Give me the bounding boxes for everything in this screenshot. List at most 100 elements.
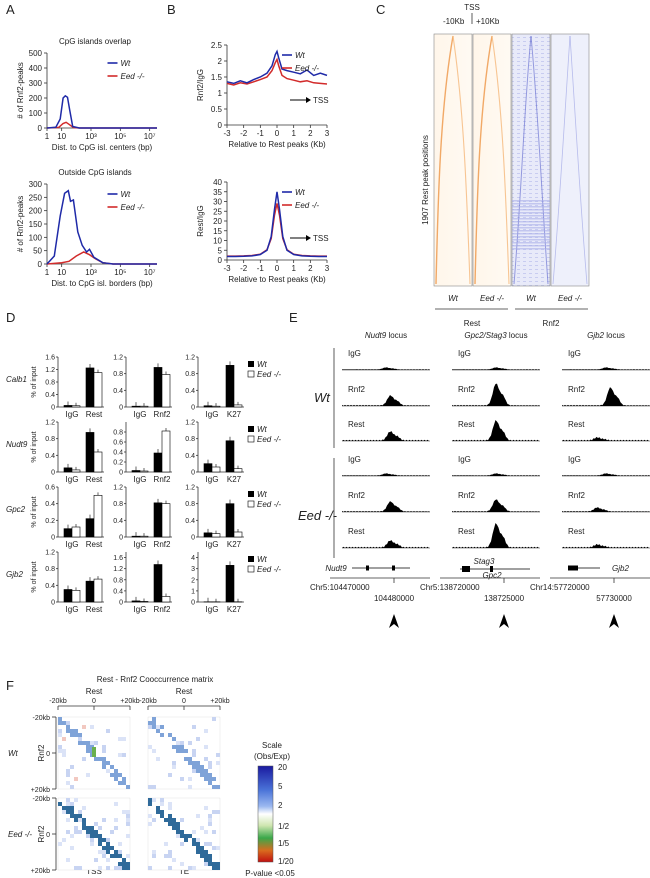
panel-f-cell xyxy=(152,798,156,802)
panel-e-track-label: Rnf2 xyxy=(348,491,365,500)
panel-e-track-signal xyxy=(452,473,540,476)
panel-f-cell xyxy=(118,753,122,757)
panel-f-cell xyxy=(208,781,212,785)
panel-e-locus-1: Gpc2/Stag3 locus xyxy=(464,331,527,340)
panel-f-cell xyxy=(148,745,152,749)
panel-f-cell xyxy=(204,806,208,810)
panel-f-cell xyxy=(86,749,90,753)
panel-c-ylabel: 1907 Rest peak positions xyxy=(421,135,430,225)
panel-a-bottom-ytick-label: 0 xyxy=(38,260,43,269)
panel-e-gene-stag3-exon xyxy=(462,566,470,572)
panel-f-cell xyxy=(192,749,196,753)
panel-b-top-ylabel: Rnf2/IgG xyxy=(196,69,205,101)
panel-f-cell xyxy=(86,773,90,777)
panel-a-bottom-xlabel: Dist. to CpG isl. borders (bp) xyxy=(51,279,153,288)
panel-f-cell xyxy=(114,826,118,830)
panel-b-bottom-ytick-label: 30 xyxy=(213,198,222,207)
panel-f-cell xyxy=(74,814,78,818)
panel-f-cell xyxy=(172,737,176,741)
panel-e-track-label: Rest xyxy=(568,527,585,536)
panel-f-cell xyxy=(192,866,196,870)
panel-b-top-xlabel: Relative to Rest peaks (Kb) xyxy=(228,140,326,149)
panel-f-cell xyxy=(196,761,200,765)
panel-f-cell xyxy=(188,741,192,745)
panel-f-cell xyxy=(78,866,82,870)
panel-d-ytick-label: 0.8 xyxy=(113,371,123,378)
panel-f-cell xyxy=(58,721,62,725)
panel-f-cell xyxy=(168,866,172,870)
panel-f-cell xyxy=(70,834,74,838)
panel-f-cell xyxy=(74,798,78,802)
panel-a-top-xtick-label: 10³ xyxy=(85,132,97,141)
panel-e-group-eed: Eed -/- xyxy=(298,508,338,523)
panel-d-ytick-label: 4 xyxy=(191,555,195,562)
panel-f-cell xyxy=(102,838,106,842)
panel-f-cell xyxy=(66,769,70,773)
panel-f-cell xyxy=(216,846,220,850)
panel-f-cell xyxy=(200,846,204,850)
panel-e-track-signal xyxy=(342,501,430,512)
panel-d-ytick-label: 3 xyxy=(191,566,195,573)
panel-e-track-signal xyxy=(452,499,540,512)
panel-d-bar-eed xyxy=(161,374,171,408)
panel-b-bottom-ytick-label: 35 xyxy=(213,188,222,197)
panel-f-cell xyxy=(122,862,126,866)
panel-d-cat-label: IgG xyxy=(206,605,219,614)
panel-a-top-legend-eed: Eed -/- xyxy=(121,72,145,81)
panel-d-bar-wt xyxy=(131,535,141,538)
panel-f-cell xyxy=(180,745,184,749)
panel-d-bar-wt xyxy=(131,405,141,408)
heatmap-rnf2-band xyxy=(512,209,550,211)
panel-f-cell xyxy=(192,769,196,773)
panel-f-cell xyxy=(122,737,126,741)
panel-a-bottom-xtick-label: 10⁷ xyxy=(144,268,156,277)
panel-d-ytick-label: 1.2 xyxy=(185,420,195,427)
panel-f-cell xyxy=(118,854,122,858)
panel-f-cell xyxy=(212,830,216,834)
panel-f-cell xyxy=(106,769,110,773)
panel-b-bottom-xtick-label: 2 xyxy=(308,264,313,273)
panel-e-gene-gjb2: Gjb2 xyxy=(612,564,629,573)
panel-f-cell xyxy=(82,741,86,745)
panel-e-locus-name: Nudt9 xyxy=(365,331,387,340)
panel-b-bottom-eed-line xyxy=(227,203,327,257)
panel-d-cat-label: K27 xyxy=(227,410,242,419)
panel-f-cell xyxy=(62,806,66,810)
panel-f-cell xyxy=(102,818,106,822)
panel-f-cell xyxy=(176,826,180,830)
panel-a-bottom-title: Outside CpG islands xyxy=(58,168,131,177)
panel-f-rest-left: Rest xyxy=(86,687,103,696)
panel-d-bar-eed xyxy=(139,405,149,408)
panel-e-coord-pos: 104480000 xyxy=(374,594,415,603)
panel-f-cell xyxy=(98,834,102,838)
panel-f-rest-left-tick-label: 0 xyxy=(92,698,96,705)
panel-f-cell xyxy=(106,842,110,846)
panel-d-ytick-label: 0 xyxy=(51,600,55,607)
panel-f-cell xyxy=(208,842,212,846)
heatmap-rnf2-wt xyxy=(511,33,551,287)
panel-f-cell xyxy=(200,773,204,777)
panel-f-cell xyxy=(82,725,86,729)
panel-d-cat-label: IgG xyxy=(206,475,219,484)
panel-f-cell xyxy=(62,721,66,725)
panel-d-ytick-label: 0.2 xyxy=(45,518,55,525)
panel-d-bar-eed xyxy=(233,531,243,538)
panel-f-cell xyxy=(208,777,212,781)
panel-d-ylabel: % of input xyxy=(31,496,38,527)
panel-d-bar-wt xyxy=(203,405,213,408)
heatmap-rest-diagonal xyxy=(435,35,454,285)
panel-e-coord-chr: Chr5:138720000 xyxy=(420,583,480,592)
panel-d-bar-eed xyxy=(211,466,221,473)
panel-f-cell xyxy=(204,858,208,862)
panel-f-rest-right-tick-label: +20kb xyxy=(210,698,229,705)
panel-f-cell xyxy=(148,866,152,870)
panel-f-cell xyxy=(90,741,94,745)
panel-f-cell xyxy=(168,773,172,777)
panel-d-gene-3: Gjb2 xyxy=(6,570,23,579)
panel-b-bottom-ytick-label: 0 xyxy=(218,256,223,265)
panel-f-cell xyxy=(70,810,74,814)
panel-d-bar-eed xyxy=(93,372,103,408)
panel-d-bar-eed xyxy=(211,533,221,538)
panel-e-locus-name: Gjb2 xyxy=(587,331,604,340)
panel-f-cell xyxy=(148,814,152,818)
